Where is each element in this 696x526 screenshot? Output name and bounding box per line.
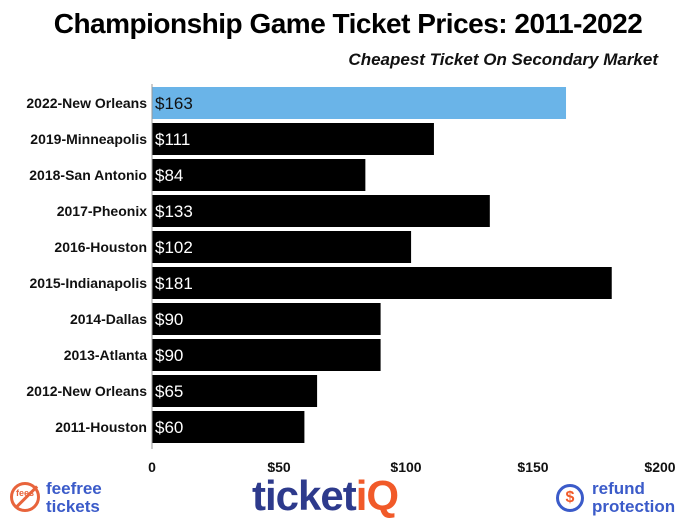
category-label: 2018-San Antonio <box>29 167 147 183</box>
category-label: 2022-New Orleans <box>26 95 147 111</box>
feefree-text: feefree tickets <box>46 480 102 516</box>
refund-line2: protection <box>592 497 676 516</box>
feefree-line2: tickets <box>46 497 100 516</box>
bar <box>152 411 305 443</box>
chart-title: Championship Game Ticket Prices: 2011-20… <box>53 8 643 39</box>
data-label: $102 <box>155 238 193 257</box>
x-tick-label: $200 <box>644 459 675 472</box>
category-label: 2014-Dallas <box>70 311 147 327</box>
data-label: $111 <box>155 130 190 149</box>
ticketiq-accent: iQ <box>355 472 399 519</box>
bar <box>152 339 381 371</box>
category-label: 2019-Minneapolis <box>30 131 147 147</box>
feefree-fees-text: fees <box>16 488 35 498</box>
data-label: $65 <box>155 382 183 401</box>
data-label: $133 <box>155 202 193 221</box>
no-fees-icon <box>10 482 40 512</box>
category-label: 2017-Pheonix <box>57 203 147 219</box>
category-label: 2015-Indianapolis <box>30 275 148 291</box>
footer: fees feefree tickets ticketiQ $ refund p… <box>0 472 696 526</box>
bar <box>152 159 366 191</box>
data-label: $60 <box>155 418 183 437</box>
bar <box>152 375 318 407</box>
x-tick-label: $50 <box>267 459 291 472</box>
chart-subtitle: Cheapest Ticket On Secondary Market <box>348 50 658 69</box>
bar <box>152 267 612 299</box>
data-label: $181 <box>155 274 193 293</box>
x-tick-label: $100 <box>390 459 421 472</box>
refund-icon: $ <box>556 484 584 512</box>
x-tick-label: 0 <box>148 459 156 472</box>
data-label: $163 <box>155 94 193 113</box>
category-label: 2012-New Orleans <box>26 383 147 399</box>
bar <box>152 195 490 227</box>
bar <box>152 87 567 119</box>
category-label: 2013-Atlanta <box>64 347 147 363</box>
bar <box>152 303 381 335</box>
data-label: $90 <box>155 310 183 329</box>
ticketiq-logo: ticketiQ <box>252 472 399 520</box>
feefree-line1: feefree <box>46 479 102 498</box>
refund-text: refund protection <box>592 480 675 516</box>
bar <box>152 231 412 263</box>
ticketiq-main: ticket <box>252 472 357 519</box>
category-label: 2016-Houston <box>54 239 147 255</box>
category-label: 2011-Houston <box>55 419 147 435</box>
x-tick-label: $150 <box>517 459 548 472</box>
bar <box>152 123 434 155</box>
refund-line1: refund <box>592 479 645 498</box>
data-label: $84 <box>155 166 183 185</box>
bar-chart: 2022-New Orleans $163 2019-Minneapolis $111… <box>26 84 676 472</box>
data-label: $90 <box>155 346 183 365</box>
